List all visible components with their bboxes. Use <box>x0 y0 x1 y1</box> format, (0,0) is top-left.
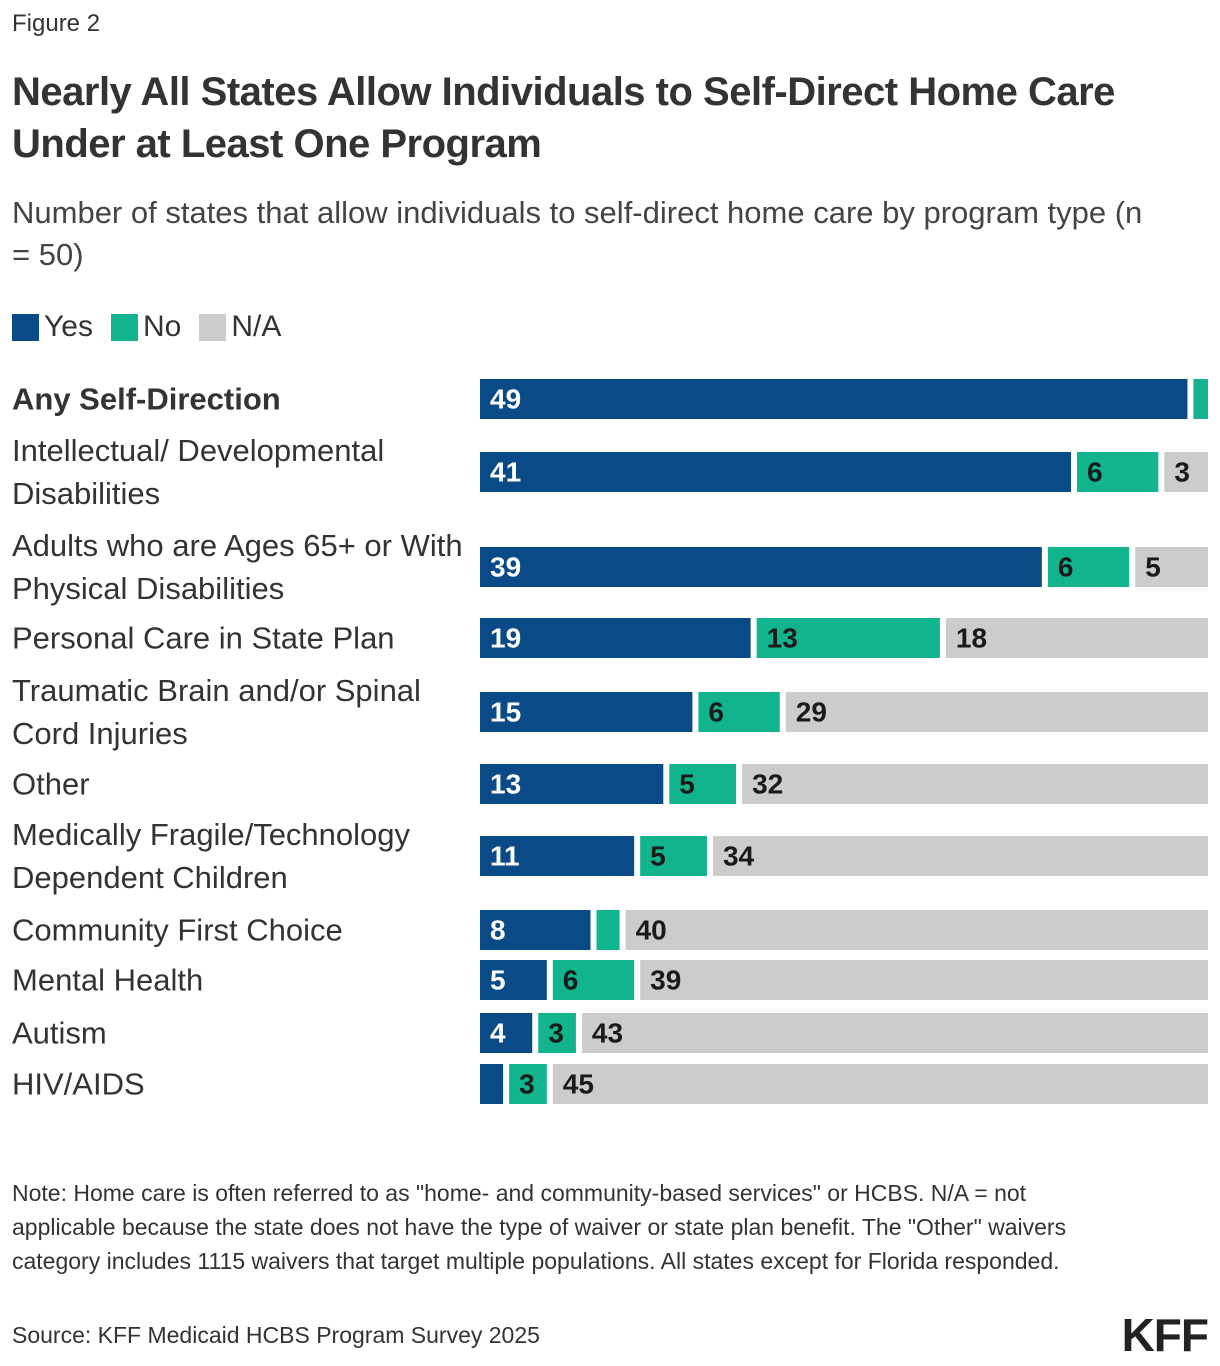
category-label: Adults who are Ages 65+ or With Physical… <box>12 528 463 606</box>
value-label: 8 <box>490 915 506 946</box>
legend-swatch <box>199 313 227 341</box>
value-label: 13 <box>490 769 521 800</box>
chart-subtitle: Number of states that allow individuals … <box>12 195 1143 272</box>
legend-label: N/A <box>231 310 282 343</box>
note: Note: Home care is often referred to as … <box>12 1180 1067 1274</box>
bar-segment <box>509 1064 547 1104</box>
figure-label: Figure 2 <box>12 10 101 37</box>
legend-label: No <box>142 310 182 343</box>
value-label: 6 <box>563 965 579 996</box>
legend-item: Yes <box>12 310 93 344</box>
value-label: 5 <box>1145 552 1161 583</box>
legend: Yes No N/A <box>12 310 299 344</box>
bar-segment <box>1076 452 1159 492</box>
bar-segment <box>480 910 591 950</box>
value-label: 39 <box>490 552 521 583</box>
category-label: Autism <box>12 1015 107 1051</box>
bar-segment <box>1193 379 1208 419</box>
bar-segment <box>1135 547 1208 587</box>
category-label: Personal Care in State Plan <box>12 620 395 656</box>
bar-segment <box>596 910 620 950</box>
legend-swatch <box>110 313 138 341</box>
value-label: 5 <box>679 769 695 800</box>
value-label: 41 <box>490 457 521 488</box>
logo: KFF <box>1121 1309 1209 1361</box>
value-label: 3 <box>519 1069 535 1100</box>
chart-title: Nearly All States Allow Individuals to S… <box>12 70 1115 166</box>
source: Source: KFF Medicaid HCBS Program Survey… <box>12 1322 540 1348</box>
bar-segment <box>480 692 693 732</box>
category-label: Community First Choice <box>12 912 343 948</box>
bar-segment <box>480 836 635 876</box>
bar-segment <box>538 1013 576 1053</box>
category-label: Medically Fragile/Technology Dependent C… <box>12 817 411 895</box>
bar-segment <box>669 764 737 804</box>
value-label: 5 <box>650 841 666 872</box>
value-label: 29 <box>796 697 827 728</box>
bar-segment <box>480 764 664 804</box>
bar-segment <box>640 960 1208 1000</box>
legend-item: No <box>110 310 182 344</box>
category-label: Any Self-Direction <box>12 381 281 417</box>
value-label: 11 <box>490 841 520 872</box>
bar-segment <box>742 764 1208 804</box>
bar-segment <box>1047 547 1130 587</box>
value-label: 6 <box>1058 552 1074 583</box>
bar-segment <box>756 618 940 658</box>
value-label: 3 <box>548 1018 564 1049</box>
legend-item: N/A <box>199 310 281 344</box>
bar-segment <box>480 547 1042 587</box>
bar-segment <box>698 692 780 732</box>
value-label: 5 <box>490 965 506 996</box>
value-label: 32 <box>752 769 783 800</box>
bar-segment <box>945 618 1208 658</box>
legend-label: Yes <box>44 310 93 343</box>
bar-segment <box>480 1013 533 1053</box>
value-label: 39 <box>650 965 681 996</box>
value-label: 3 <box>1174 457 1190 488</box>
bar-segment <box>552 1064 1208 1104</box>
category-label: Mental Health <box>12 962 204 998</box>
value-label: 6 <box>708 697 724 728</box>
value-label: 40 <box>636 915 667 946</box>
legend-swatch <box>12 313 39 341</box>
value-label: 34 <box>723 841 755 872</box>
bar-segment <box>1164 452 1208 492</box>
value-label: 6 <box>1087 457 1103 488</box>
value-label: 13 <box>767 623 798 654</box>
value-label: 45 <box>563 1069 594 1100</box>
category-label: HIV/AIDS <box>12 1066 145 1102</box>
category-label: Other <box>12 766 90 802</box>
value-label: 18 <box>956 623 987 654</box>
bar-segment <box>712 836 1208 876</box>
value-label: 15 <box>490 697 521 728</box>
bar-segment <box>785 692 1208 732</box>
value-label: 4 <box>490 1018 506 1049</box>
category-label: Traumatic Brain and/or Spinal Cord Injur… <box>12 673 421 751</box>
bar-segment <box>581 1013 1208 1053</box>
bar-segment <box>552 960 635 1000</box>
value-label: 43 <box>592 1018 623 1049</box>
value-label: 19 <box>490 623 521 654</box>
bar-segment <box>480 618 751 658</box>
bar-segment <box>480 452 1071 492</box>
bar-segment <box>480 1064 504 1104</box>
category-label: Intellectual/ Developmental Disabilities <box>12 433 385 511</box>
bar-segment <box>480 960 547 1000</box>
bar-segment <box>480 379 1188 419</box>
value-label: 49 <box>490 384 521 415</box>
bar-segment <box>640 836 707 876</box>
bar-segment <box>625 910 1208 950</box>
